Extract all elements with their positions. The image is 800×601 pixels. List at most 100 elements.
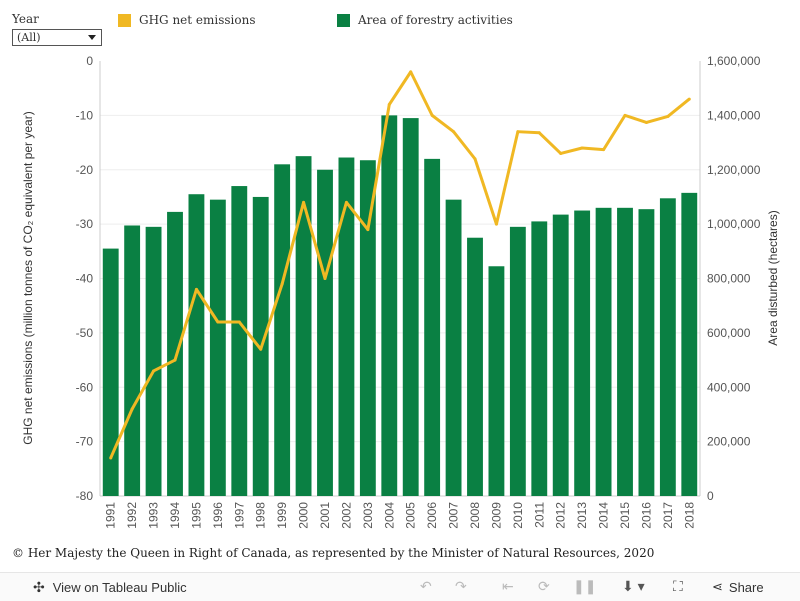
download-icon[interactable]: ⬇ ▾ bbox=[622, 578, 645, 594]
bar-2002 bbox=[338, 157, 355, 496]
left-axis: 0 -10 -20 -30 -40 -50 -60 -70 -80 bbox=[76, 54, 94, 503]
bar-2018 bbox=[681, 192, 698, 496]
x-tick-label: 2005 bbox=[404, 502, 418, 529]
point-1992 bbox=[130, 407, 134, 411]
x-tick-label: 1993 bbox=[147, 502, 161, 529]
point-2000 bbox=[302, 200, 306, 204]
pause-icon[interactable]: ❚❚ bbox=[573, 578, 597, 594]
legend-item-forestry[interactable]: Area of forestry activities bbox=[337, 13, 513, 27]
copyright-note: © Her Majesty the Queen in Right of Cana… bbox=[12, 546, 655, 560]
revert-icon[interactable]: ⇤ bbox=[502, 578, 514, 594]
bar-2007 bbox=[445, 199, 462, 496]
bar-series bbox=[102, 115, 698, 496]
x-tick-label: 1996 bbox=[211, 502, 225, 529]
point-2007 bbox=[452, 130, 456, 134]
bar-2008 bbox=[467, 237, 483, 496]
point-1993 bbox=[152, 369, 156, 373]
bar-2013 bbox=[574, 210, 591, 496]
x-tick-label: 2003 bbox=[361, 502, 375, 529]
share-button[interactable]: ⋖ Share bbox=[712, 579, 764, 595]
left-tick-label: -10 bbox=[76, 108, 94, 122]
x-tick-label: 2000 bbox=[297, 502, 311, 529]
bar-2011 bbox=[531, 221, 548, 496]
combo-chart: 0 -10 -20 -30 -40 -50 -60 -70 -80 0 200,000 400,00… bbox=[21, 54, 780, 529]
right-tick-label: 0 bbox=[707, 489, 714, 503]
left-tick-label: -20 bbox=[76, 163, 94, 177]
point-2012 bbox=[559, 151, 563, 155]
bar-2005 bbox=[402, 118, 419, 496]
right-tick-label: 400,000 bbox=[707, 380, 751, 394]
x-tick-label: 1997 bbox=[232, 502, 246, 529]
chevron-down-icon bbox=[88, 35, 96, 40]
redo-icon[interactable]: ↷ bbox=[455, 578, 467, 594]
point-2003 bbox=[366, 228, 370, 232]
point-1999 bbox=[280, 282, 284, 286]
point-2014 bbox=[602, 148, 606, 152]
bar-1996 bbox=[209, 199, 226, 496]
bar-1999 bbox=[274, 164, 291, 496]
left-tick-label: 0 bbox=[86, 54, 93, 68]
x-tick-label: 2011 bbox=[532, 502, 546, 528]
bar-1991 bbox=[102, 248, 119, 496]
point-2017 bbox=[666, 114, 670, 118]
point-1995 bbox=[194, 287, 198, 291]
legend-item-ghg[interactable]: GHG net emissions bbox=[118, 13, 256, 27]
view-on-tableau-link[interactable]: ✣ View on Tableau Public bbox=[33, 579, 187, 596]
point-2006 bbox=[430, 113, 434, 117]
legend-label-ghg: GHG net emissions bbox=[139, 13, 256, 27]
point-1998 bbox=[259, 347, 263, 351]
x-tick-label: 2012 bbox=[554, 502, 568, 529]
x-tick-label: 1999 bbox=[275, 502, 289, 529]
left-tick-label: -80 bbox=[76, 489, 94, 503]
x-tick-label: 2017 bbox=[661, 502, 675, 529]
right-axis: 0 200,000 400,000 600,000 800,000 1,000,000 1,… bbox=[707, 54, 761, 503]
refresh-icon[interactable]: ⟳ bbox=[538, 578, 550, 594]
legend-swatch-ghg bbox=[118, 13, 131, 27]
bar-1992 bbox=[124, 225, 141, 496]
view-on-tableau-label: View on Tableau Public bbox=[52, 580, 187, 595]
bar-2014 bbox=[595, 207, 612, 496]
year-filter-select[interactable]: (All) bbox=[12, 29, 102, 46]
x-tick-label: 2004 bbox=[382, 502, 396, 529]
legend-swatch-forestry bbox=[337, 13, 350, 27]
point-1996 bbox=[216, 320, 220, 324]
bar-1993 bbox=[145, 226, 162, 496]
x-tick-label: 2009 bbox=[489, 502, 503, 529]
x-tick-label: 1992 bbox=[125, 502, 139, 529]
ghg-line bbox=[109, 70, 691, 459]
x-tick-label: 2008 bbox=[468, 502, 482, 529]
bar-2004 bbox=[381, 115, 398, 496]
x-tick-label: 2016 bbox=[639, 502, 653, 529]
right-tick-label: 600,000 bbox=[707, 326, 751, 340]
bar-2001 bbox=[317, 169, 333, 496]
x-tick-label: 2002 bbox=[339, 502, 353, 529]
right-tick-label: 1,200,000 bbox=[707, 163, 761, 177]
point-1991 bbox=[109, 456, 113, 460]
undo-icon[interactable]: ↶ bbox=[420, 578, 432, 594]
point-1994 bbox=[173, 358, 177, 362]
year-filter-value: (All) bbox=[17, 31, 41, 44]
legend-label-forestry: Area of forestry activities bbox=[358, 13, 513, 27]
left-tick-label: -60 bbox=[76, 380, 94, 394]
right-tick-label: 200,000 bbox=[707, 435, 751, 449]
right-axis-title: Area disturbed (hectares) bbox=[766, 210, 780, 345]
bar-2006 bbox=[424, 158, 441, 496]
point-2009 bbox=[494, 222, 498, 226]
point-2004 bbox=[387, 103, 391, 106]
tableau-toolbar: ✣ View on Tableau Public ↶ ↷ ⇤ ⟳ ❚❚ ⬇ ▾ … bbox=[0, 572, 800, 601]
bar-2003 bbox=[359, 160, 376, 496]
bar-2000 bbox=[295, 156, 312, 496]
x-tick-label: 2006 bbox=[425, 502, 439, 529]
bar-1995 bbox=[188, 194, 205, 496]
fullscreen-icon[interactable]: ⛶ bbox=[673, 578, 683, 594]
bar-2016 bbox=[638, 209, 655, 496]
share-label: Share bbox=[728, 579, 764, 595]
right-tick-label: 800,000 bbox=[707, 272, 751, 286]
x-tick-label: 2001 bbox=[318, 502, 332, 529]
bar-1997 bbox=[231, 186, 248, 496]
point-2013 bbox=[580, 146, 584, 150]
point-2018 bbox=[687, 97, 691, 101]
point-2001 bbox=[323, 277, 327, 280]
share-icon: ⋖ bbox=[712, 579, 723, 594]
left-axis-title: GHG net emissions (million tonnes of CO₂… bbox=[21, 111, 35, 444]
